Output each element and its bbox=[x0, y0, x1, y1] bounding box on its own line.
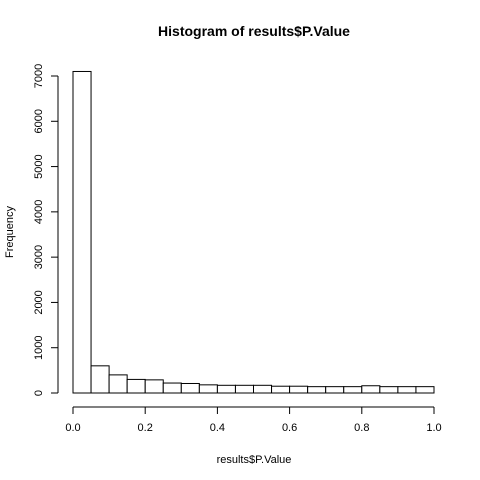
histogram-bar bbox=[216, 384, 236, 394]
x-tick-label: 0.2 bbox=[138, 422, 153, 434]
chart-title: Histogram of results$P.Value bbox=[158, 23, 350, 39]
x-tick-label: 0.4 bbox=[210, 422, 225, 434]
x-axis-label: results$P.Value bbox=[217, 454, 292, 466]
histogram-bar bbox=[271, 385, 291, 394]
y-tick-label: 0 bbox=[33, 390, 45, 396]
y-tick-label: 6000 bbox=[33, 109, 45, 133]
histogram-bar bbox=[72, 70, 92, 394]
histogram-bar bbox=[90, 365, 110, 394]
histogram-bar bbox=[126, 378, 146, 394]
histogram-bar bbox=[253, 384, 273, 394]
x-tick-label: 1.0 bbox=[426, 422, 441, 434]
y-tick-label: 1000 bbox=[33, 335, 45, 359]
y-tick-label: 2000 bbox=[33, 290, 45, 314]
x-tick-label: 0.6 bbox=[282, 422, 297, 434]
y-axis-label: Frequency bbox=[4, 206, 16, 258]
x-tick-label: 0.0 bbox=[65, 422, 80, 434]
histogram-bar bbox=[234, 384, 254, 394]
histogram-bar bbox=[379, 386, 399, 394]
y-axis: 0 1000 2000 3000 4000 5000 6000 7000 bbox=[33, 64, 59, 396]
histogram-bar bbox=[289, 385, 309, 394]
histogram-bar bbox=[415, 386, 435, 394]
histogram-bar bbox=[108, 374, 128, 394]
histogram-bar bbox=[307, 386, 327, 394]
histogram-bar bbox=[361, 385, 381, 394]
histogram-bar bbox=[180, 382, 200, 394]
y-tick-label: 7000 bbox=[33, 64, 45, 88]
histogram-bar bbox=[198, 384, 218, 394]
histogram-bar bbox=[325, 386, 345, 394]
histogram-bar bbox=[144, 379, 164, 394]
y-tick-label: 5000 bbox=[33, 154, 45, 178]
bars-group bbox=[72, 70, 435, 394]
x-axis: 0.0 0.2 0.4 0.6 0.8 1.0 bbox=[65, 406, 442, 434]
histogram-bar bbox=[343, 386, 363, 394]
x-tick-label: 0.8 bbox=[354, 422, 369, 434]
histogram-bar bbox=[162, 382, 182, 394]
y-tick-label: 3000 bbox=[33, 245, 45, 269]
y-tick-label: 4000 bbox=[33, 200, 45, 224]
histogram-bar bbox=[397, 386, 417, 394]
